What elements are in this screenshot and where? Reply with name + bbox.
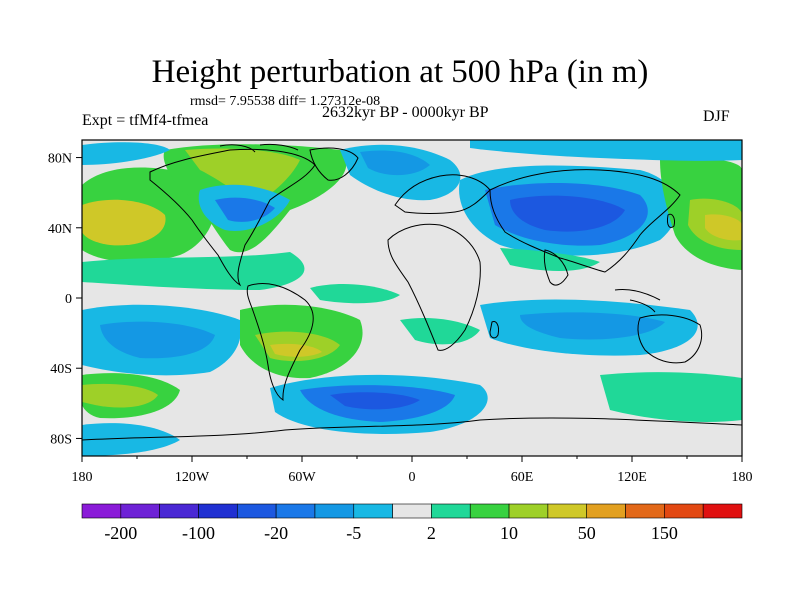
field-arctic-top-negative [470, 140, 742, 161]
colorbar-label: 2 [427, 523, 436, 543]
field-indian-ocean-core [520, 312, 665, 340]
field-sa-core [270, 343, 322, 357]
field-north-america-strong [185, 148, 300, 205]
coast-asia [489, 169, 681, 273]
field-antarctic-sh-blue [82, 423, 180, 456]
coast-india [543, 249, 569, 286]
colorbar-label: -20 [264, 523, 288, 543]
colorbar-label: 10 [500, 523, 518, 543]
field-atlantic-negative-core [215, 197, 275, 222]
x-tick-label: 180 [732, 470, 753, 485]
colorbar-swatch [664, 503, 704, 519]
coast-japan [667, 213, 675, 228]
diff-label: diff= [278, 94, 307, 109]
coast-africa [387, 223, 481, 351]
coast-arctic-islands [219, 143, 299, 153]
colorbar-swatch [236, 503, 277, 519]
coast-australia [637, 314, 703, 364]
x-tick-label: 120E [617, 470, 647, 485]
y-tick-label: 0 [65, 292, 72, 307]
y-axis: 80N 40N 0 40S 80S [48, 152, 82, 447]
season-label: DJF [703, 108, 730, 125]
colorbar-swatch [198, 503, 238, 519]
y-tick-label: 40N [48, 222, 72, 237]
colorbar-swatch [586, 503, 626, 519]
y-tick-label: 80N [48, 152, 72, 167]
coast-antarctica [82, 417, 742, 441]
height-perturbation-field [82, 140, 742, 456]
colorbar-swatch [120, 503, 160, 519]
colorbar-swatch [431, 503, 471, 519]
coast-south-america [246, 283, 314, 401]
x-tick-label: 0 [409, 470, 416, 485]
coast-north-america [149, 148, 316, 287]
experiment-label: Expt = tfMf4-tfmea [82, 112, 209, 129]
field-atlantic-tropic-positive [310, 284, 400, 304]
colorbar-swatch [275, 503, 316, 519]
field-sh-pacific-negative-core [100, 321, 215, 359]
coast-maritime-continent [614, 289, 661, 313]
field-pacific-east-core [705, 214, 742, 241]
diff-value: 1.27312e-08 [309, 94, 381, 109]
colorbar-label: -200 [104, 523, 137, 543]
colorbar-swatch [353, 503, 393, 519]
colorbar-label: 50 [578, 523, 596, 543]
coast-greenland [309, 147, 359, 181]
field-europe-negative-core [360, 150, 430, 176]
colorbar-swatch [159, 503, 199, 519]
map-title: Height perturbation at 500 hPa (in m) [151, 54, 649, 90]
colorbar-swatch [508, 503, 549, 519]
coast-madagascar [489, 321, 499, 339]
rmsd-value: 7.95538 [229, 94, 275, 109]
colorbar: -200 -100 -20 -5 2 10 50 150 [81, 503, 743, 543]
rmsd-label: rmsd= [190, 94, 226, 109]
x-tick-label: 180 [72, 470, 93, 485]
colorbar-label: -5 [346, 523, 361, 543]
period-label: 2632kyr BP - 0000kyr BP [322, 104, 489, 121]
field-tropics-positive [82, 252, 305, 290]
colorbar-swatch [702, 503, 743, 519]
x-tick-label: 60W [288, 470, 316, 485]
field-antarctic-positive [600, 372, 742, 422]
y-tick-label: 80S [50, 432, 72, 447]
colorbar-label: -100 [182, 523, 215, 543]
stats-line: rmsd= 7.95538 diff= 1.27312e-08 [190, 94, 380, 110]
colorbar-swatch [469, 503, 510, 519]
field-africa-positive [500, 248, 600, 271]
colorbar-swatch [547, 503, 588, 519]
coastlines [82, 143, 742, 441]
field-arctic-negative [82, 142, 170, 165]
colorbar-swatch [81, 503, 122, 519]
field-pacific-nh-strong [82, 199, 166, 246]
colorbar-label: 150 [651, 523, 678, 543]
x-tick-label: 120W [175, 470, 210, 485]
colorbar-swatch [314, 503, 355, 519]
x-tick-label: 60E [511, 470, 534, 485]
field-asia-negative-core [510, 195, 625, 232]
x-axis: 180 120W 60W 0 60E 120E 180 [72, 456, 753, 485]
colorbar-swatch [625, 503, 665, 519]
colorbar-swatch [392, 503, 432, 519]
field-sw-indian-positive [400, 318, 480, 345]
field-southern-ocean-core [330, 392, 420, 410]
field-sh-west-strong [82, 383, 158, 408]
y-tick-label: 40S [50, 362, 72, 377]
